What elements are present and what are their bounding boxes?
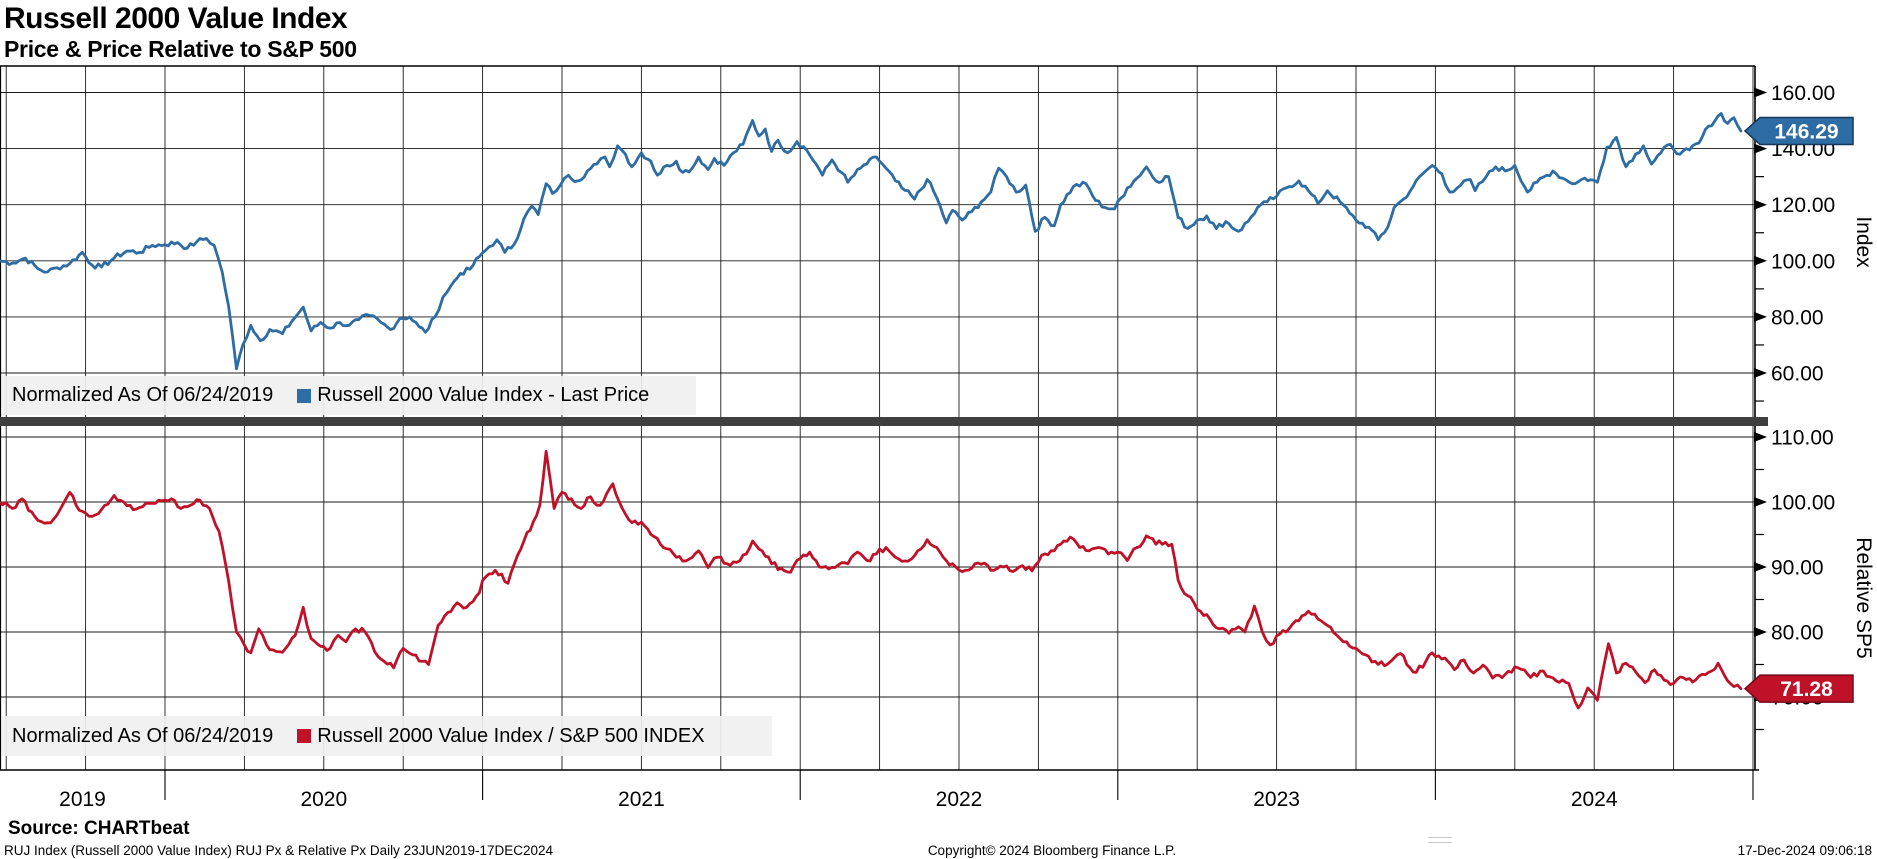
red-series-swatch-icon bbox=[297, 729, 312, 743]
bottom-panel-legend: Normalized As Of 06/24/2019 Russell 2000… bbox=[2, 716, 772, 756]
last-price-tag-value: 71.28 bbox=[1780, 678, 1833, 701]
source-label: Source: CHARTbeat bbox=[8, 818, 190, 839]
y-major-tick-arrow-icon bbox=[1754, 311, 1767, 322]
last-price-tag-blue bbox=[1743, 116, 1854, 146]
footer-copyright: Copyright© 2024 Bloomberg Finance L.P. bbox=[927, 843, 1177, 858]
y-tick-label: 120.00 bbox=[1771, 194, 1835, 217]
y-major-tick-arrow-icon bbox=[1754, 627, 1767, 637]
y-tick-label: 80.00 bbox=[1771, 306, 1824, 329]
y-tick-label: 90.00 bbox=[1771, 557, 1824, 580]
x-year-label: 2019 bbox=[59, 788, 106, 811]
footer-description: RUJ Index (Russell 2000 Value Index) RUJ… bbox=[4, 843, 554, 858]
top-y-axis-title: Index bbox=[1852, 216, 1875, 268]
y-major-tick-arrow-icon bbox=[1754, 432, 1767, 442]
red-series-line bbox=[0, 449, 1743, 710]
y-major-tick-arrow-icon bbox=[1754, 368, 1767, 378]
panel-separator[interactable] bbox=[0, 417, 1768, 843]
bottom-series-legend-label[interactable]: Russell 2000 Value Index / S&P 500 INDEX bbox=[317, 724, 705, 747]
y-major-tick-arrow-icon bbox=[1754, 255, 1767, 266]
y-major-tick-arrow-icon bbox=[1754, 199, 1767, 210]
x-year-label: 2020 bbox=[300, 788, 347, 811]
y-tick-label: 110.00 bbox=[1771, 427, 1834, 450]
y-major-tick-arrow-icon bbox=[1754, 143, 1767, 154]
y-tick-label: 60.00 bbox=[1771, 363, 1824, 386]
top-series-legend-label[interactable]: Russell 2000 Value Index - Last Price bbox=[317, 384, 650, 406]
x-year-label: 2023 bbox=[1253, 788, 1300, 811]
top-panel-legend: Normalized As Of 06/24/2019 Russell 2000… bbox=[2, 376, 696, 415]
footer-timestamp: 17-Dec-2024 09:06:18 bbox=[1737, 843, 1872, 858]
page-title: Russell 2000 Value Index bbox=[4, 2, 348, 35]
normalized-as-of-label: Normalized As Of 06/24/2019 bbox=[12, 384, 274, 406]
x-year-label: 2021 bbox=[618, 788, 665, 811]
x-year-label: 2024 bbox=[1571, 788, 1618, 811]
y-major-tick-arrow-icon bbox=[1754, 497, 1767, 507]
y-tick-label: 160.00 bbox=[1771, 82, 1835, 105]
last-price-tag-red bbox=[1743, 674, 1854, 703]
separator-drag-handle-icon[interactable] bbox=[1428, 836, 1452, 843]
blue-series-swatch-icon bbox=[297, 388, 312, 403]
x-year-label: 2022 bbox=[936, 788, 983, 811]
y-tick-label: 100.00 bbox=[1771, 492, 1835, 515]
blue-series-line bbox=[0, 112, 1743, 371]
y-tick-label: 80.00 bbox=[1771, 622, 1824, 645]
normalized-as-of-label: Normalized As Of 06/24/2019 bbox=[12, 724, 274, 747]
page-subtitle: Price & Price Relative to S&P 500 bbox=[4, 36, 357, 62]
y-major-tick-arrow-icon bbox=[1754, 87, 1767, 98]
last-price-tag-value: 146.29 bbox=[1774, 120, 1838, 143]
y-tick-label: 100.00 bbox=[1771, 250, 1835, 273]
y-major-tick-arrow-icon bbox=[1754, 562, 1767, 572]
bottom-y-axis-title: Relative SP5 bbox=[1852, 537, 1875, 659]
